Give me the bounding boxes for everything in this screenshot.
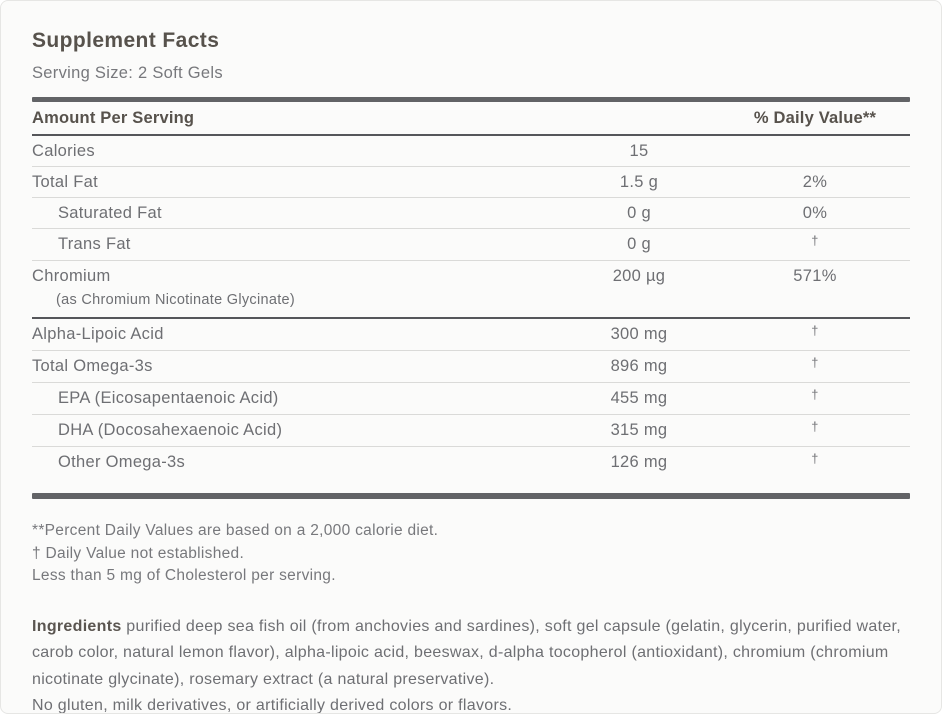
divider-thick-bottom [32, 493, 910, 499]
daily-value-cell: 571% [793, 267, 837, 285]
nutrient-name-cell: Total Omega-3s [32, 351, 558, 381]
footnote-daily-values: **Percent Daily Values are based on a 2,… [32, 522, 439, 539]
nutrient-name-cell: Alpha-Lipoic Acid [32, 319, 558, 349]
nutrient-name-cell: Total Fat [32, 167, 558, 197]
nutrient-name-cell: Other Omega-3s [32, 447, 558, 477]
table-row: DHA (Docosahexaenoic Acid) 315 mg † [32, 415, 910, 447]
nutrient-name-cell: Calories [32, 136, 558, 166]
ingredients-label: Ingredients [32, 617, 122, 635]
nutrient-name: Other Omega-3s [58, 453, 186, 471]
table-row: Saturated Fat 0 g 0% [32, 198, 910, 229]
nutrient-name-cell: EPA (Eicosapentaenoic Acid) [32, 383, 558, 413]
dagger-symbol: † [811, 388, 819, 402]
nutrient-name-cell: Trans Fat [32, 229, 558, 259]
amount-cell: 126 mg [610, 453, 668, 471]
dagger-symbol: † [811, 324, 819, 338]
amount-cell: 0 g [627, 204, 651, 222]
amount-cell: 15 [629, 142, 649, 160]
daily-value-cell: † [720, 383, 910, 414]
amount-cell: 200 µg [612, 267, 666, 285]
daily-value-cell: † [720, 415, 910, 446]
nutrient-name: Alpha-Lipoic Acid [32, 325, 164, 343]
table-row: Other Omega-3s 126 mg † [32, 447, 910, 478]
footnotes: **Percent Daily Values are based on a 2,… [32, 520, 910, 588]
nutrient-name: Total Omega-3s [32, 357, 153, 375]
dagger-symbol: † [811, 420, 819, 434]
daily-value-header: % Daily Value** [753, 108, 877, 127]
nutrient-name: Total Fat [32, 173, 98, 191]
footnote-cholesterol: Less than 5 mg of Cholesterol per servin… [32, 567, 336, 584]
amount-cell: 315 mg [610, 421, 668, 439]
table-row: EPA (Eicosapentaenoic Acid) 455 mg † [32, 383, 910, 415]
nutrient-name: Chromium [32, 267, 111, 285]
dagger-symbol: † [811, 234, 819, 248]
dagger-symbol: † [811, 356, 819, 370]
daily-value-cell: † [720, 447, 910, 478]
ingredients-text: purified deep sea fish oil (from anchovi… [32, 617, 902, 688]
nutrient-name-cell: Chromium (as Chromium Nicotinate Glycinat… [32, 261, 558, 317]
nutrient-name: Calories [32, 142, 95, 160]
daily-value-cell: † [720, 319, 910, 350]
allergen-note: No gluten, milk derivatives, or artifici… [32, 697, 513, 714]
daily-value-cell: 0% [802, 204, 828, 222]
dagger-symbol: † [811, 452, 819, 466]
footnote-dv-not-established: † Daily Value not established. [32, 544, 245, 562]
amount-cell: 455 mg [610, 389, 668, 407]
daily-value-cell: † [720, 351, 910, 382]
table-row: Total Fat 1.5 g 2% [32, 167, 910, 198]
page-title: Supplement Facts [32, 29, 220, 52]
table-header: Amount Per Serving % Daily Value** [32, 102, 910, 136]
daily-value-cell: 2% [802, 173, 828, 191]
nutrient-name: EPA (Eicosapentaenoic Acid) [58, 389, 279, 407]
table-row: Chromium (as Chromium Nicotinate Glycinat… [32, 261, 910, 319]
table-row: Alpha-Lipoic Acid 300 mg † [32, 319, 910, 351]
nutrient-source-note: (as Chromium Nicotinate Glycinate) [56, 292, 296, 308]
ingredients-text-line: Ingredients purified deep sea fish oil (… [32, 614, 910, 694]
nutrient-name: DHA (Docosahexaenoic Acid) [58, 421, 283, 439]
ingredients-paragraph: Ingredients purified deep sea fish oil (… [32, 614, 910, 714]
daily-value-cell: † [720, 229, 910, 260]
nutrient-name: Trans Fat [58, 235, 131, 253]
amount-cell: 1.5 g [619, 173, 659, 191]
table-row: Calories 15 [32, 136, 910, 167]
amount-cell: 300 mg [610, 325, 668, 343]
serving-size: Serving Size: 2 Soft Gels [32, 64, 223, 82]
table-row: Total Omega-3s 896 mg † [32, 351, 910, 383]
divider-thick-top [32, 97, 910, 102]
table-body: Calories 15 Total Fat 1.5 g 2% Saturated Fat 0… [32, 136, 910, 478]
amount-cell: 0 g [627, 235, 651, 253]
amount-per-serving-header: Amount Per Serving [32, 108, 195, 127]
amount-cell: 896 mg [610, 357, 668, 375]
nutrient-name: Saturated Fat [58, 204, 162, 222]
table-row: Trans Fat 0 g † [32, 229, 910, 261]
nutrient-name-cell: DHA (Docosahexaenoic Acid) [32, 415, 558, 445]
nutrient-name-cell: Saturated Fat [32, 198, 558, 228]
